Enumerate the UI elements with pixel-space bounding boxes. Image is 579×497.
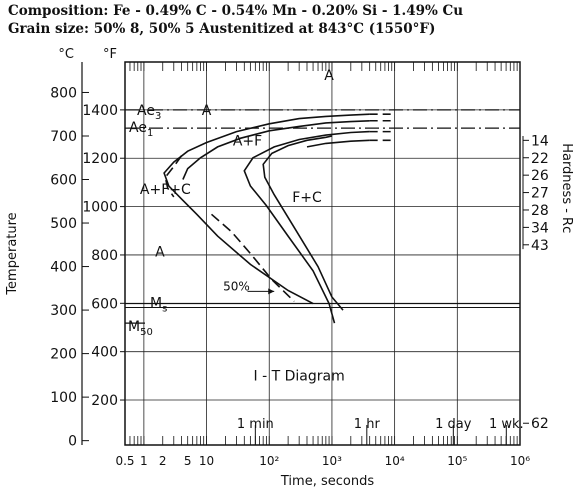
fahrenheit-tick-label: 600 — [91, 296, 118, 312]
grain-size-text: Grain size: 50% 8, 50% 5 Austenitized at… — [8, 21, 436, 37]
composition-text: Composition: Fe - 0.49% C - 0.54% Mn - 0… — [8, 3, 464, 19]
fahrenheit-tick-label: 1200 — [82, 151, 118, 167]
y-axis-title: Temperature — [5, 212, 20, 295]
region-label: A+F — [233, 133, 262, 149]
celsius-tick-label: 600 — [50, 173, 77, 189]
celsius-tick-label: 800 — [50, 85, 77, 101]
x-tick-label: 10⁶ — [510, 454, 530, 468]
label-ms: Ms — [150, 296, 167, 315]
time-marker-label: 1 min — [237, 417, 274, 432]
label-ae1: Ae1 — [129, 120, 153, 139]
chart-title: I - T Diagram — [254, 368, 345, 384]
annotation-50-percent: 50% — [223, 279, 250, 293]
region-label: A+F+C — [140, 182, 191, 198]
transformation-curve-2 — [182, 120, 370, 180]
x-axis-title: Time, seconds — [280, 474, 374, 489]
time-marker-label: 1 hr — [354, 417, 381, 432]
celsius-tick-label: 100 — [50, 390, 77, 406]
x-tick-label: 10⁴ — [385, 454, 405, 468]
x-tick-label: 10⁵ — [447, 454, 467, 468]
fahrenheit-tick-label: 1400 — [82, 103, 118, 119]
time-marker-label: 1 wk. — [489, 417, 524, 432]
fahrenheit-tick-label: 200 — [91, 393, 118, 409]
chart-header: Composition: Fe - 0.49% C - 0.54% Mn - 0… — [8, 2, 573, 38]
hardness-value: 27 — [531, 186, 549, 202]
transformation-curve-5 — [262, 135, 344, 311]
region-label: A — [155, 244, 165, 260]
fahrenheit-unit-label: °F — [103, 47, 117, 62]
celsius-tick-label: 500 — [50, 216, 77, 232]
fahrenheit-tick-label: 800 — [91, 248, 118, 264]
plot-frame — [124, 61, 521, 446]
celsius-tick-label: 700 — [50, 129, 77, 145]
hardness-axis-title: Hardness - Rc — [559, 143, 574, 233]
dashed-curve-1 — [164, 155, 183, 198]
transformation-curve-1 — [163, 113, 370, 305]
label-ae3: Ae3 — [137, 103, 161, 122]
region-label: F+C — [292, 190, 322, 206]
label-m50: M50 — [128, 319, 153, 338]
region-label: A — [202, 103, 212, 119]
hardness-value: 14 — [531, 133, 549, 149]
hardness-value: 62 — [531, 416, 549, 432]
x-tick-label: 2 — [159, 454, 167, 468]
x-tick-label: 5 — [184, 454, 192, 468]
hardness-value: 43 — [531, 238, 549, 254]
celsius-tick-label: 0 — [68, 434, 77, 450]
celsius-unit-label: °C — [58, 47, 74, 62]
x-tick-label: 1 — [140, 454, 148, 468]
hardness-value: 34 — [531, 220, 549, 236]
fahrenheit-tick-label: 400 — [91, 345, 118, 361]
hardness-value: 26 — [531, 168, 549, 184]
x-tick-label: 10 — [199, 454, 214, 468]
x-tick-label: 0.5 — [115, 454, 134, 468]
x-tick-label: 10³ — [322, 454, 342, 468]
hardness-value: 22 — [531, 151, 549, 167]
fahrenheit-tick-label: 1000 — [82, 200, 118, 216]
time-marker-label: 1 day — [435, 417, 472, 432]
transformation-curve-4 — [306, 139, 370, 148]
celsius-tick-label: 200 — [50, 347, 77, 363]
x-tick-label: 10² — [259, 454, 279, 468]
transformation-curve-3 — [243, 130, 370, 324]
annotation-arrowhead — [268, 288, 275, 295]
hardness-value: 28 — [531, 203, 549, 219]
celsius-tick-label: 300 — [50, 303, 77, 319]
dashed-curve-2 — [210, 213, 295, 302]
celsius-tick-label: 400 — [50, 260, 77, 276]
region-label: A — [324, 68, 334, 84]
